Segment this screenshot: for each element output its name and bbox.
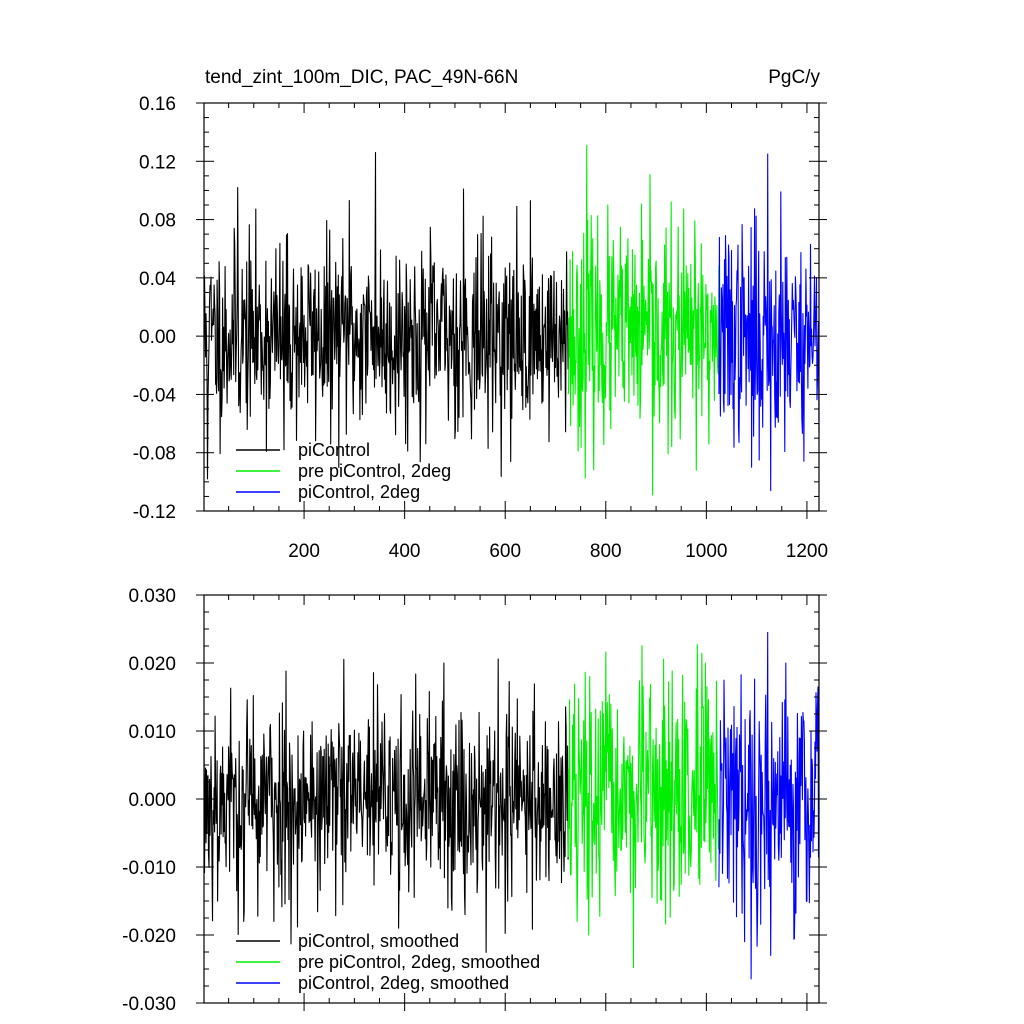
x-tick-label: 400 [389,541,421,562]
x-tick-label: 200 [288,541,320,562]
top-panel: tend_zint_100m_DIC, PAC_49N-66N PgC/y 20… [133,67,828,562]
y-tick-label: 0.08 [139,211,176,232]
x-tick-label: 800 [590,541,622,562]
axes-layer: 200 400 600 800 1000 1200 -0.12 -0.08 -0.04 0.00 0… [133,94,828,562]
series-line-1 [203,151,569,480]
axes-layer: -0.030 -0.020 -0.010 0.000 0.010 0.020 0.030 [122,586,827,1015]
y-tick-label: 0.010 [128,722,176,743]
chart-title: tend_zint_100m_DIC, PAC_49N-66N [205,67,518,88]
x-tick-label: 600 [489,541,521,562]
y-tick-label: 0.00 [139,327,176,348]
y-tick-label: 0.04 [139,269,176,290]
x-tick-label: 1000 [685,541,727,562]
y-tick-label: 0.030 [128,586,176,607]
series-line-2 [567,144,720,496]
y-tick-label: -0.12 [133,502,176,523]
y-tick-label: -0.04 [133,385,177,406]
x-tick-label: 1200 [786,541,828,562]
y-tick-label: -0.08 [133,444,176,465]
legend-label: piControl, 2deg, smoothed [298,973,509,993]
bottom-panel: -0.030 -0.020 -0.010 0.000 0.010 0.020 0.030 p… [122,586,827,1015]
legend-label: piControl, 2deg [298,482,420,502]
y-tick-label: -0.030 [122,994,176,1015]
series-layer [203,631,820,980]
series-line-1 [203,658,569,953]
y-tick-label: 0.020 [128,654,176,675]
series-layer [203,144,820,496]
y-tick-label: -0.020 [122,926,176,947]
y-tick-label: -0.010 [122,858,176,879]
y-tick-label: 0.000 [128,790,176,811]
series-line-3 [718,631,820,980]
legend-label: piControl [298,440,370,460]
series-line-2 [567,644,720,969]
y-tick-label: 0.16 [139,94,176,115]
legend-label: pre piControl, 2deg [298,461,451,481]
legend-label: piControl, smoothed [298,931,459,951]
units-label: PgC/y [768,67,820,88]
legend-label: pre piControl, 2deg, smoothed [298,952,540,972]
y-tick-label: 0.12 [139,152,176,173]
series-line-3 [718,153,820,492]
